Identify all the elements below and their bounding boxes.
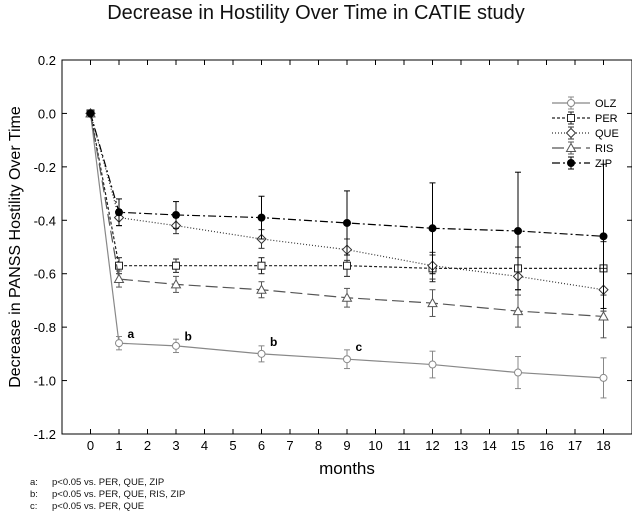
data-point-ris [113,273,125,284]
x-tick-label: 7 [286,438,293,453]
data-point-ris [170,278,182,289]
series-line-olz [89,113,604,379]
x-tick-label: 5 [229,438,236,453]
y-tick-label: -1.2 [34,427,56,442]
data-point-olz [257,349,266,358]
series-line-zip [89,113,604,237]
series-zip [86,109,608,309]
series-ris [85,107,609,339]
x-tick-label: 10 [368,438,382,453]
chart-title: Decrease in Hostility Over Time in CATIE… [107,2,525,24]
footnote-key: a: [30,477,38,488]
data-point-per [343,261,351,270]
series-line-ris [89,113,604,318]
x-tick-label: 12 [425,438,439,453]
x-tick-label: 17 [568,438,582,453]
data-point-olz [599,373,608,382]
footnote-text: p<0.05 vs. PER, QUE, ZIP [52,477,165,488]
x-tick-label: 0 [87,438,94,453]
x-tick-label: 4 [201,438,208,453]
significance-annotation: b [270,335,277,349]
x-tick-label: 14 [482,438,496,453]
data-point-olz [343,355,351,364]
data-point-olz [115,339,123,348]
footnote-c: c: p<0.05 vs. PER, QUE [30,501,144,512]
data-point-zip [343,218,351,227]
data-point-ris [256,284,267,294]
x-tick-label: 8 [315,438,322,453]
data-point-per [257,261,266,270]
legend: OLZ PER QUE RIS ZIP [552,96,619,170]
series-line-que [89,113,604,291]
data-point-olz [172,341,180,350]
legend-label-que: QUE [595,128,619,140]
y-axis-label: Decrease in PANSS Hostility Over Time [7,106,24,388]
legend-label-zip: ZIP [595,158,612,170]
footnote-b: b: p<0.05 vs. PER, QUE, RIS, ZIP [30,489,185,500]
x-tick-label: 6 [258,438,265,453]
footnote-key: c: [30,501,38,512]
legend-marker-que [565,127,577,139]
significance-annotation: c [356,340,363,354]
data-point-per [172,261,180,270]
footnote-text: p<0.05 vs. PER, QUE, RIS, ZIP [52,489,186,500]
footnote-a: a: p<0.05 vs. PER, QUE, ZIP [30,477,164,488]
y-tick-label: -1.0 [34,374,56,389]
x-tick-label: 2 [144,438,151,453]
legend-marker-ris [565,142,577,152]
data-point-ris [598,310,609,321]
y-tick-label: 0.0 [38,106,56,121]
data-point-zip [172,210,180,219]
data-point-olz [514,368,522,377]
y-tick-label: -0.4 [34,213,56,228]
data-point-zip [428,224,437,233]
footnote-text: p<0.05 vs. PER, QUE [52,501,145,512]
legend-marker-per [567,114,575,122]
y-tick-label: -0.6 [34,267,56,282]
data-point-zip [115,208,123,217]
data-point-ris [512,305,524,316]
data-point-zip [86,109,95,118]
x-tick-label: 18 [596,438,610,453]
y-tick-label: 0.2 [38,53,56,68]
x-tick-label: 3 [172,438,179,453]
line-chart: -1.2-1.0-0.8-0.6-0.4-0.20.00.20 1 2 3 4 5 6 7 8 9… [7,53,632,475]
x-tick-label: 11 [397,438,411,453]
legend-label-ris: RIS [595,143,613,155]
x-tick-label: 1 [115,438,122,453]
legend-marker-zip [567,159,575,167]
legend-label-olz: OLZ [595,98,617,110]
data-point-ris [427,297,438,308]
x-axis-label: months [319,459,375,475]
data-point-per [115,261,123,270]
y-tick-label: -0.2 [34,160,56,175]
significance-annotation: b [185,330,192,344]
x-tick-label: 16 [539,438,553,453]
data-point-ris [341,292,353,302]
footnote-key: b: [30,489,38,500]
significance-annotation: a [128,327,135,341]
data-point-zip [257,213,266,222]
data-point-zip [514,226,522,235]
data-point-olz [428,360,437,369]
x-tick-label: 15 [511,438,525,453]
y-tick-label: -0.8 [34,320,56,335]
x-tick-label: 13 [454,438,468,453]
x-tick-label: 9 [343,438,350,453]
legend-marker-olz [567,99,575,107]
legend-label-per: PER [595,113,618,125]
series-line-per [89,113,604,269]
data-point-zip [599,232,608,241]
